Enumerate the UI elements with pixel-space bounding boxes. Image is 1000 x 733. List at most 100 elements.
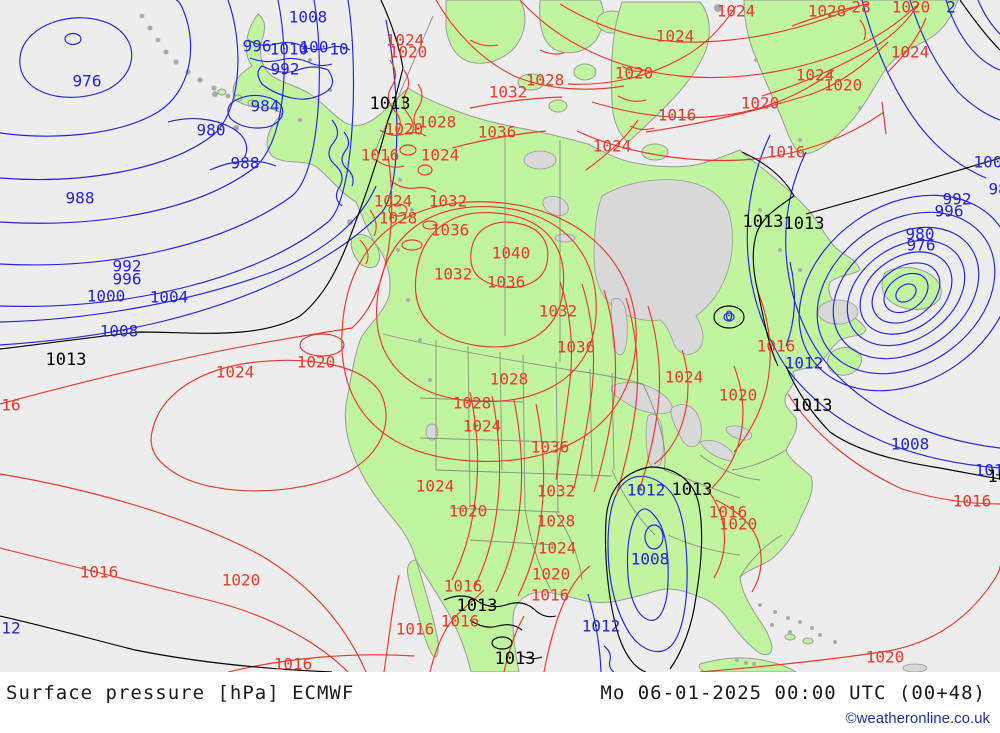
isobars-1013-layer	[0, 0, 1000, 672]
pressure-label: 992	[271, 60, 300, 79]
pressure-label: 1020	[824, 76, 863, 95]
pressure-label: 1013	[988, 467, 1000, 487]
pressure-label: 28	[851, 0, 870, 17]
product-title: Surface pressure [hPa] ECMWF	[6, 682, 355, 704]
caption-bar: Surface pressure [hPa] ECMWF Mo 06-01-20…	[0, 672, 1000, 733]
pressure-label: 988	[231, 154, 260, 173]
pressure-label: 1020	[892, 0, 931, 17]
pressure-label: 1032	[429, 192, 468, 211]
pressure-label: 980	[906, 225, 935, 244]
pressure-label: 992	[113, 257, 142, 276]
pressure-label: 1000	[87, 287, 126, 306]
pressure-label: 1013	[495, 649, 536, 669]
pressure-label: 1024	[717, 2, 756, 21]
pressure-label: 1028	[537, 512, 576, 531]
pressure-label: 1016	[757, 337, 796, 356]
pressure-label: 1008	[631, 550, 670, 569]
pressure-label: 1024	[416, 477, 455, 496]
pressure-label: 1024	[463, 417, 502, 436]
pressure-label: 980	[197, 121, 226, 140]
pressure-label: 996	[113, 270, 142, 289]
pressure-label: 1020	[741, 94, 780, 113]
pressure-label: 1020	[449, 502, 488, 521]
pressure-label: 1028	[526, 71, 565, 90]
pressure-label: 1008	[891, 435, 930, 454]
pressure-label: 1012	[627, 481, 666, 500]
pressure-label: 1013	[370, 94, 411, 114]
pressure-label: 1013	[672, 480, 713, 500]
pressure-label: 1008	[100, 322, 139, 341]
pressure-label: 1020	[385, 120, 424, 139]
pressure-label: 1032	[434, 265, 473, 284]
pressure-label: 1024	[374, 192, 413, 211]
pressure-label: 1013	[784, 214, 825, 234]
pressure-label: 1032	[539, 302, 578, 321]
pressure-label: 1016	[361, 146, 400, 165]
pressure-label: 996	[243, 37, 272, 56]
pressure-label: 100	[974, 153, 1000, 172]
pressure-label: 1016	[396, 620, 435, 639]
pressure-label: 1020	[719, 386, 758, 405]
pressure-label: 0	[725, 310, 733, 325]
terrain-speckle-layer	[139, 4, 862, 666]
pressure-label: 1008	[289, 8, 328, 27]
pressure-label: 1036	[557, 338, 596, 357]
isobars-low-layer	[0, 0, 1000, 672]
pressure-label: 1016	[441, 612, 480, 631]
pressure-label: 1013	[46, 350, 87, 370]
pressure-label: 1036	[531, 438, 570, 457]
pressure-label: 1024	[656, 27, 695, 46]
pressure-label: 1004	[150, 288, 189, 307]
pressure-label: 1032	[537, 482, 576, 501]
pressure-label: 992	[943, 190, 972, 209]
pressure-label: 1020	[297, 353, 336, 372]
pressure-label: 984	[251, 97, 280, 116]
pressure-label: 1024	[891, 43, 930, 62]
pressure-label: 1036	[478, 123, 517, 142]
pressure-label: 1016	[658, 106, 697, 125]
pressure-label: 1036	[487, 273, 526, 292]
pressure-label: 100	[300, 38, 329, 57]
pressure-label: 1013	[457, 596, 498, 616]
pressure-label: 976	[907, 236, 936, 255]
lakes-layer	[425, 150, 928, 672]
pressure-label: 1016	[953, 492, 992, 511]
pressure-label: 1013	[792, 396, 833, 416]
pressure-label: 1024	[796, 66, 835, 85]
pressure-label: 1016	[274, 655, 313, 673]
pressure-label: 1010	[270, 40, 309, 59]
pressure-label: 1040	[492, 244, 531, 263]
pressure-label: 1016	[709, 503, 748, 522]
pressure-label: 1016	[767, 143, 806, 162]
pressure-label: 1020	[866, 648, 905, 667]
pressure-label: 10	[329, 40, 348, 59]
pressure-label: 1028	[453, 394, 492, 413]
valid-time: Mo 06-01-2025 00:00 UTC (00+48)	[600, 682, 986, 704]
pressure-label: 996	[935, 202, 964, 221]
weather-map-image: 976 980 984 988 988 992 996 1010 100 10 1008 992 996…	[0, 0, 1000, 673]
pressure-label: 1024	[665, 368, 704, 387]
pressure-label: 1028	[379, 209, 418, 228]
pressure-label: 2	[946, 0, 956, 17]
pressure-label: 1028	[418, 113, 457, 132]
pressure-label: 1024	[593, 137, 632, 156]
pressure-label: 1020	[222, 571, 261, 590]
pressure-label: 1020	[719, 515, 758, 534]
pressure-label: 12	[1, 619, 20, 638]
copyright-link[interactable]: ©weatheronline.co.uk	[845, 710, 990, 727]
land-layer	[217, 0, 959, 672]
political-borders-layer	[371, 15, 787, 593]
pressure-label: 1020	[532, 565, 571, 584]
pressure-label: 1024	[216, 363, 255, 382]
pressure-label: 1024	[386, 31, 425, 50]
pressure-label: 988	[66, 189, 95, 208]
pressure-label: 1016	[531, 586, 570, 605]
pressure-label: 1024	[421, 146, 460, 165]
pressure-label: 1016	[444, 577, 483, 596]
pressure-label: 1016	[80, 563, 119, 582]
isobars-high-layer	[0, 0, 1000, 672]
pressure-label: 976	[73, 72, 102, 91]
